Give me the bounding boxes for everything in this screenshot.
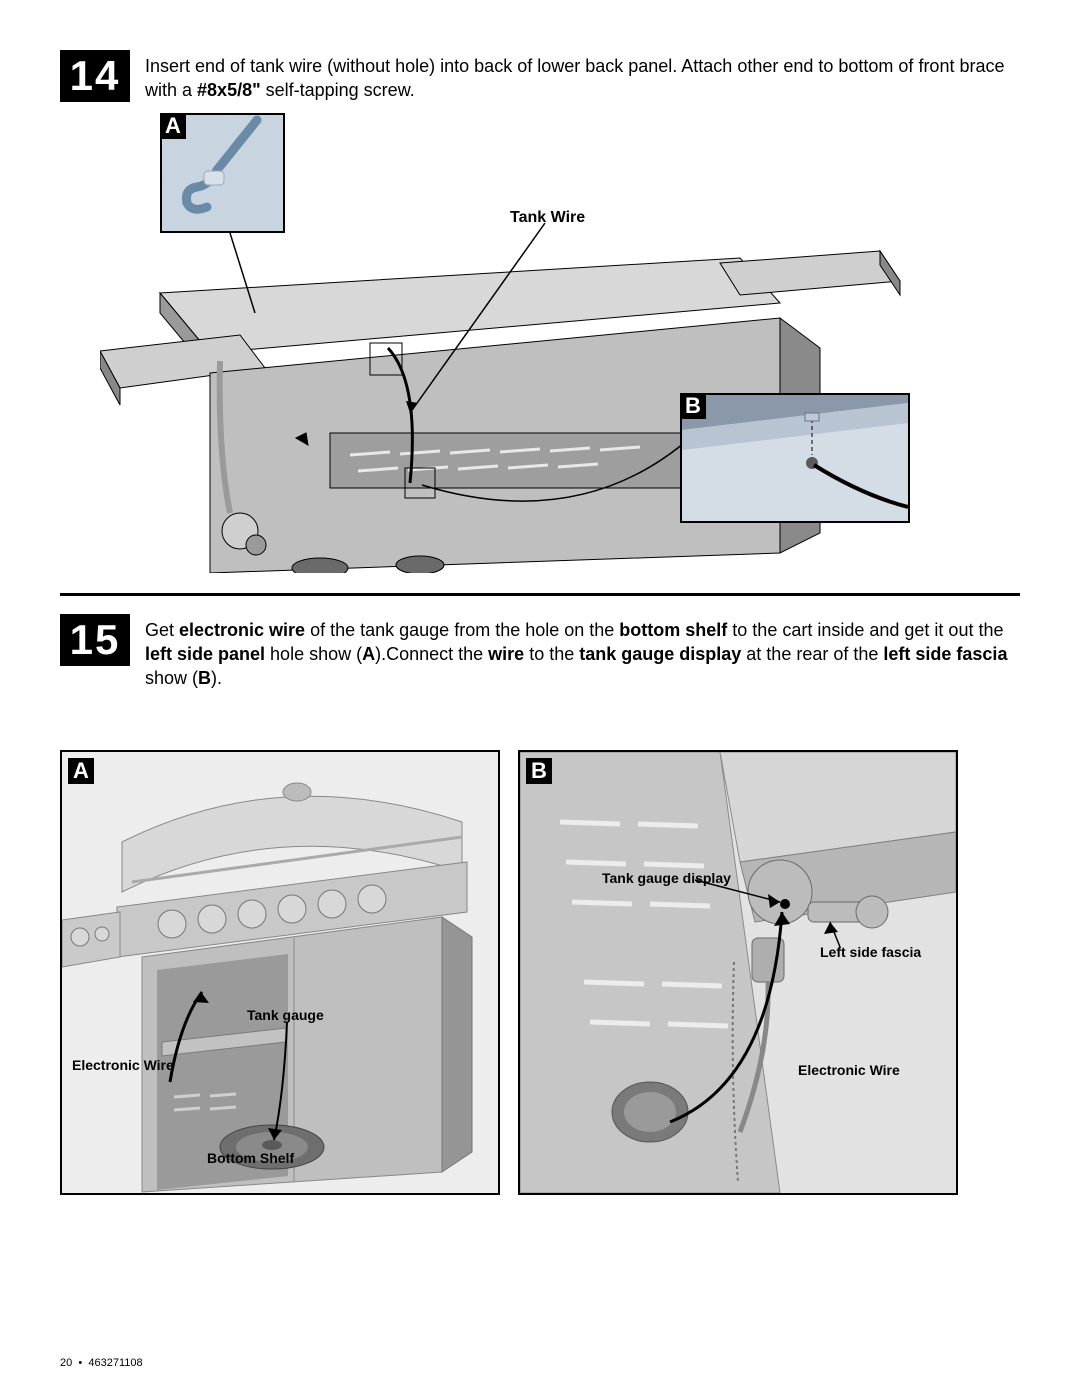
fig15b-left-side-fascia-label: Left side fascia bbox=[820, 944, 921, 960]
fig14-tank-wire-label: Tank Wire bbox=[510, 209, 585, 227]
fig14-inset-b-svg bbox=[682, 395, 908, 521]
step14-text-bold: #8x5/8" bbox=[197, 80, 261, 100]
step15-text: Get electronic wire of the tank gauge fr… bbox=[145, 614, 1020, 691]
fig15-panel-a: A bbox=[60, 750, 500, 1195]
fig15-panel-a-svg bbox=[62, 752, 498, 1193]
fig15b-tank-gauge-display-label: Tank gauge display bbox=[602, 870, 731, 886]
step14-number: 14 bbox=[70, 52, 121, 100]
footer-page: 20 bbox=[60, 1357, 72, 1369]
fig15-panel-b-label: B bbox=[526, 758, 552, 784]
fig15-panel-b-svg bbox=[520, 752, 956, 1193]
fig15a-tank-gauge-label: Tank gauge bbox=[247, 1007, 324, 1023]
fig14-inset-a-label: A bbox=[160, 113, 186, 139]
step15-header: 15 Get electronic wire of the tank gauge… bbox=[60, 614, 1020, 691]
fig15-panel-b: B bbox=[518, 750, 958, 1195]
fig15-panel-a-label: A bbox=[68, 758, 94, 784]
fig15a-electronic-wire-label: Electronic Wire bbox=[72, 1057, 174, 1073]
step14-text-suffix: self-tapping screw. bbox=[261, 80, 415, 100]
page-footer: 20 • 463271108 bbox=[60, 1357, 143, 1369]
fig14-inset-b: B bbox=[680, 393, 910, 523]
footer-sep: • bbox=[78, 1357, 82, 1369]
step15-number-box: 15 bbox=[60, 614, 130, 666]
step15-number: 15 bbox=[70, 616, 121, 664]
fig14-inset-b-label: B bbox=[680, 393, 706, 419]
section-divider bbox=[60, 593, 1020, 596]
fig14-inset-a: A bbox=[160, 113, 285, 233]
step14-number-box: 14 bbox=[60, 50, 130, 102]
step14-text: Insert end of tank wire (without hole) i… bbox=[145, 50, 1020, 103]
figure-15: A bbox=[60, 750, 1020, 1195]
footer-code: 463271108 bbox=[88, 1357, 142, 1369]
fig15b-electronic-wire-label: Electronic Wire bbox=[798, 1062, 900, 1078]
step14-header: 14 Insert end of tank wire (without hole… bbox=[60, 50, 1020, 103]
figure-14: A B Tank Wire bbox=[100, 113, 960, 573]
fig15a-bottom-shelf-label: Bottom Shelf bbox=[207, 1150, 294, 1166]
